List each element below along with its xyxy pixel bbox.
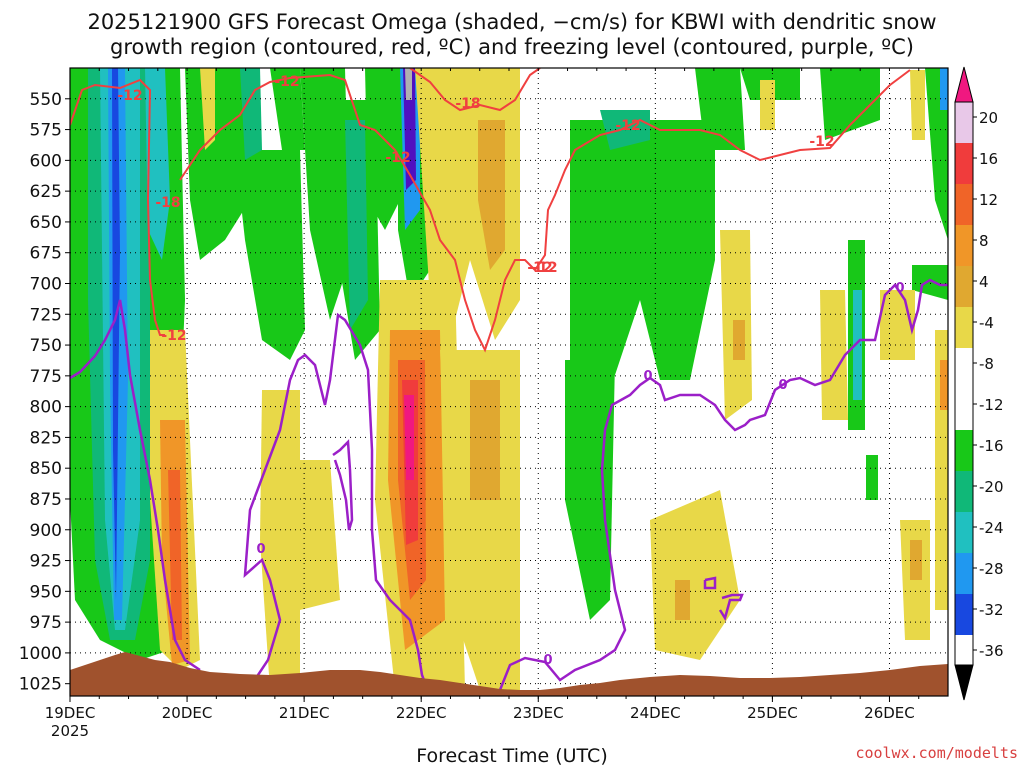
- y-tick-label: 900: [30, 521, 62, 541]
- colorbar-band: [955, 348, 973, 389]
- dgz-contour: [179, 69, 911, 353]
- x-tick-label: 19DEC: [45, 704, 96, 722]
- colorbar-tick-label: -12: [979, 396, 1004, 414]
- colorbar-tick-label: -36: [979, 642, 1004, 660]
- y-tick-label: 1025: [19, 675, 62, 695]
- colorbar-tick-label: -8: [979, 355, 994, 373]
- colorbar-band: [955, 594, 973, 635]
- colorbar-band: [955, 389, 973, 430]
- freezing-contour: [332, 439, 354, 531]
- colorbar-band: [955, 430, 973, 471]
- freezing-contour-label: 0: [543, 653, 552, 668]
- freezing-contour: [498, 278, 948, 691]
- colorbar-top-arrow: [954, 66, 974, 103]
- freezing-contour: [70, 299, 201, 672]
- colorbar-tick-label: 4: [979, 273, 989, 291]
- x-axis-title: Forecast Time (UTC): [416, 745, 608, 767]
- y-tick-label: 625: [30, 182, 62, 202]
- chart-title-line-2: growth region (contoured, red, ºC) and f…: [110, 35, 914, 59]
- y-tick-label: 700: [30, 274, 62, 294]
- freezing-contour-label: 0: [778, 378, 787, 393]
- freezing-contour: [243, 312, 432, 696]
- colorbar-tick-label: -16: [979, 437, 1004, 455]
- dgz-contour-label: -12: [809, 134, 834, 150]
- colorbar-tick-label: 20: [979, 109, 998, 127]
- dgz-contour-label: -12: [532, 260, 557, 276]
- colorbar-band: [955, 143, 973, 184]
- y-tick-label: 650: [30, 213, 62, 233]
- freezing-contour: [718, 593, 744, 622]
- colorbar-tick-label: 12: [979, 191, 998, 209]
- x-tick-label: 24DEC: [630, 704, 681, 722]
- colorbar-band: [955, 225, 973, 266]
- x-tick-label: 26DEC: [864, 704, 915, 722]
- y-tick-label: 800: [30, 398, 62, 418]
- dgz-contour-label: -12: [274, 74, 299, 90]
- y-tick-label: 750: [30, 336, 62, 356]
- credit-text: coolwx.com/modelts: [855, 744, 1018, 762]
- colorbar-band: [955, 266, 973, 307]
- freezing-contour: [703, 576, 717, 590]
- y-tick-label: 925: [30, 552, 62, 572]
- y-tick-label: 575: [30, 121, 62, 141]
- x-axis-year: 2025: [51, 722, 89, 740]
- colorbar-tick-label: -24: [979, 519, 1004, 537]
- y-tick-label: 1000: [19, 644, 62, 664]
- colorbar: 20 16 12 8 4 -4 -8 -12 -16 -20 -24 -28 -32 -36: [954, 66, 1004, 701]
- dgz-contour: [409, 68, 541, 112]
- freezing-contour-label: 0: [895, 281, 904, 296]
- colorbar-band: [955, 102, 973, 143]
- omega-shading: [70, 68, 948, 690]
- y-tick-label: 950: [30, 582, 62, 602]
- x-tick-label: 21DEC: [279, 704, 330, 722]
- x-tick-label: 23DEC: [513, 704, 564, 722]
- dgz-contour-label: -12: [615, 118, 640, 134]
- colorbar-tick-label: -20: [979, 478, 1004, 496]
- y-tick-label: 825: [30, 428, 62, 448]
- dgz-contour-label: -12: [117, 88, 142, 104]
- colorbar-band: [955, 471, 973, 512]
- y-tick-label: 600: [30, 151, 62, 171]
- x-tick-label: 22DEC: [396, 704, 447, 722]
- dgz-contour-label: -12: [385, 150, 410, 166]
- dgz-contour-label: -12: [161, 328, 186, 344]
- freezing-contour-label: 0: [256, 542, 265, 557]
- dgz-contour-label: -18: [455, 96, 480, 112]
- colorbar-band: [955, 184, 973, 225]
- y-axis: 550 575 600 625 650 675 700 725 750 775 800 825 850 8…: [19, 90, 70, 695]
- colorbar-tick-label: -28: [979, 560, 1004, 578]
- freezing-contour-label: 0: [643, 369, 652, 384]
- colorbar-bottom-arrow: [954, 664, 974, 701]
- y-tick-label: 675: [30, 244, 62, 264]
- x-axis: 19DEC 20DEC 21DEC 22DEC 23DEC 24DEC 25DEC 26DEC: [45, 68, 920, 722]
- dgz-contour-label: -12: [527, 260, 552, 276]
- colorbar-band: [955, 553, 973, 594]
- colorbar-tick-label: 8: [979, 232, 989, 250]
- dgz-contour: [70, 78, 165, 336]
- terrain-surface: [70, 652, 948, 696]
- colorbar-band: [955, 307, 973, 348]
- y-tick-label: 875: [30, 490, 62, 510]
- x-tick-label: 20DEC: [162, 704, 213, 722]
- x-tick-label: 25DEC: [747, 704, 798, 722]
- y-tick-label: 975: [30, 613, 62, 633]
- colorbar-tick-label: -4: [979, 314, 994, 332]
- y-tick-label: 550: [30, 90, 62, 110]
- colorbar-tick-label: 16: [979, 150, 998, 168]
- y-tick-label: 725: [30, 305, 62, 325]
- colorbar-band: [955, 512, 973, 553]
- y-tick-label: 775: [30, 367, 62, 387]
- chart-title-line-1: 2025121900 GFS Forecast Omega (shaded, −…: [87, 10, 937, 34]
- y-tick-label: 850: [30, 459, 62, 479]
- dgz-contour-label: -18: [155, 195, 180, 211]
- colorbar-tick-label: -32: [979, 601, 1004, 619]
